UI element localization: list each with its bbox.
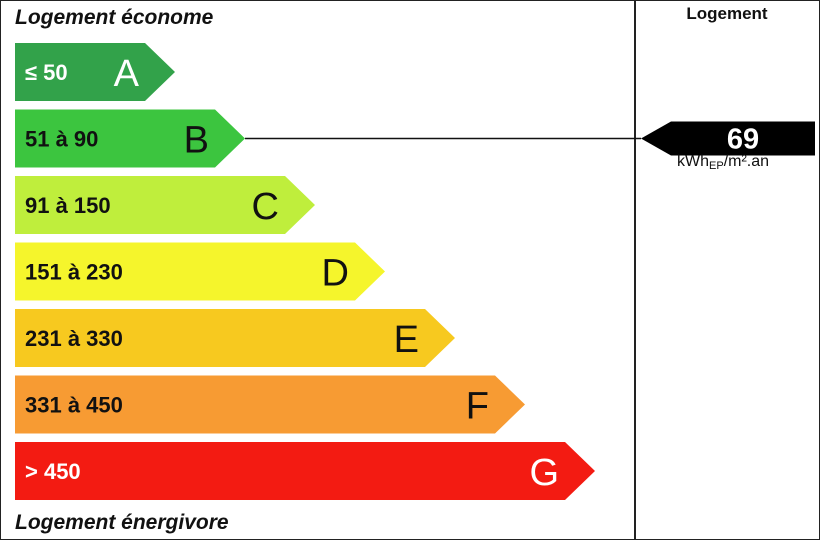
class-letter-b: B	[184, 120, 209, 162]
class-letter-c: C	[252, 186, 279, 228]
consumption-value: 69	[727, 124, 759, 156]
unit-subscript: EP	[709, 160, 724, 172]
unit-prefix: kWh	[677, 153, 709, 170]
column-divider	[634, 1, 636, 539]
class-range-d: 151 à 230	[25, 260, 123, 285]
energy-intensive-caption: Logement énergivore	[15, 511, 229, 534]
class-bar-c	[15, 176, 315, 234]
class-range-f: 331 à 450	[25, 393, 123, 418]
dwelling-column-header: Logement	[686, 4, 768, 23]
class-range-g: > 450	[25, 459, 81, 484]
class-bar-a	[15, 43, 175, 101]
consumption-indicator-arrow	[641, 121, 815, 156]
class-range-b: 51 à 90	[25, 127, 98, 152]
unit-suffix: /m².an	[723, 153, 770, 170]
class-bar-g	[15, 442, 595, 500]
class-letter-f: F	[466, 386, 489, 428]
class-letter-e: E	[394, 319, 419, 361]
class-range-e: 231 à 330	[25, 326, 123, 351]
economical-caption: Logement économe	[15, 6, 214, 29]
class-bar-b	[15, 109, 245, 168]
class-letter-a: A	[114, 53, 140, 95]
class-bar-e	[15, 309, 455, 367]
unit-label: kWhEP/m².an	[677, 153, 769, 172]
class-letter-d: D	[322, 253, 349, 295]
class-bar-d	[15, 242, 385, 301]
class-letter-g: G	[529, 452, 559, 494]
class-range-c: 91 à 150	[25, 193, 111, 218]
class-bar-f	[15, 375, 525, 434]
class-range-a: ≤ 50	[25, 60, 68, 85]
